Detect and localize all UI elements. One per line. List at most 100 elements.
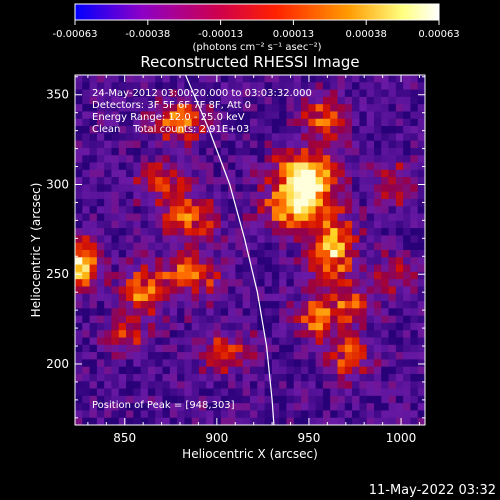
heatmap-cell bbox=[322, 220, 331, 229]
heatmap-cell bbox=[220, 228, 229, 236]
heatmap-cell bbox=[308, 220, 317, 229]
heatmap-cell bbox=[359, 126, 368, 134]
heatmap-cell bbox=[330, 403, 338, 411]
heatmap-cell bbox=[366, 417, 375, 425]
heatmap-cell bbox=[366, 184, 375, 193]
heatmap-cell bbox=[301, 366, 309, 375]
heatmap-cell bbox=[417, 388, 425, 397]
heatmap-cell bbox=[169, 417, 178, 425]
heatmap-cell bbox=[191, 366, 200, 375]
heatmap-cell bbox=[169, 279, 178, 287]
heatmap-cell bbox=[126, 264, 134, 273]
heatmap-cell bbox=[330, 279, 338, 287]
heatmap-cell bbox=[235, 315, 244, 324]
heatmap-cell bbox=[250, 104, 258, 112]
heatmap-cell bbox=[395, 250, 404, 258]
heatmap-cell bbox=[111, 177, 120, 185]
heatmap-cell bbox=[322, 155, 331, 163]
heatmap-cell bbox=[417, 344, 425, 353]
heatmap-cell bbox=[301, 293, 309, 302]
heatmap-cell bbox=[308, 417, 317, 425]
heatmap-cell bbox=[271, 177, 280, 185]
heatmap-cell bbox=[206, 191, 214, 200]
heatmap-cell bbox=[235, 191, 244, 200]
heatmap-cell bbox=[250, 359, 258, 368]
heatmap-cell bbox=[75, 162, 83, 171]
heatmap-cell bbox=[366, 308, 375, 317]
heatmap-cell bbox=[75, 118, 83, 127]
heatmap-cell bbox=[352, 366, 360, 375]
heatmap-cell bbox=[257, 403, 265, 411]
heatmap-cell bbox=[286, 264, 295, 273]
heatmap-cell bbox=[293, 96, 302, 105]
heatmap-cell bbox=[82, 147, 90, 156]
heatmap-cell bbox=[140, 359, 149, 368]
heatmap-cell bbox=[366, 118, 375, 127]
heatmap-cell bbox=[344, 381, 353, 389]
heatmap-cell bbox=[250, 330, 258, 338]
heatmap-cell bbox=[198, 337, 207, 346]
heatmap-cell bbox=[147, 403, 156, 411]
heatmap-cell bbox=[89, 206, 98, 214]
heatmap-cell bbox=[96, 337, 105, 346]
heatmap-cell bbox=[235, 206, 244, 214]
heatmap-cell bbox=[373, 242, 382, 251]
heatmap-cell bbox=[373, 198, 382, 207]
heatmap-cell bbox=[359, 344, 368, 353]
heatmap-cell bbox=[133, 410, 142, 419]
heatmap-cell bbox=[169, 133, 178, 142]
heatmap-cell bbox=[322, 330, 331, 338]
heatmap-cell bbox=[228, 366, 236, 375]
heatmap-cell bbox=[337, 111, 346, 120]
heatmap-cell bbox=[293, 177, 302, 185]
heatmap-cell bbox=[403, 403, 411, 411]
heatmap-cell bbox=[213, 104, 222, 112]
heatmap-cell bbox=[206, 242, 214, 251]
heatmap-cell bbox=[381, 410, 389, 419]
heatmap-cell bbox=[264, 344, 273, 353]
heatmap-cell bbox=[403, 140, 411, 149]
heatmap-cell bbox=[184, 118, 193, 127]
heatmap-cell bbox=[279, 198, 287, 207]
heatmap-cell bbox=[140, 301, 149, 309]
heatmap-cell bbox=[381, 315, 389, 324]
heatmap-cell bbox=[220, 89, 229, 98]
heatmap-cell bbox=[395, 155, 404, 163]
heatmap-cell bbox=[293, 279, 302, 287]
heatmap-cell bbox=[403, 89, 411, 98]
heatmap-cell bbox=[373, 111, 382, 120]
heatmap-cell bbox=[264, 337, 273, 346]
heatmap-cell bbox=[403, 286, 411, 295]
heatmap-cell bbox=[198, 242, 207, 251]
heatmap-cell bbox=[126, 373, 134, 382]
heatmap-cell bbox=[213, 373, 222, 382]
heatmap-cell bbox=[344, 242, 353, 251]
heatmap-cell bbox=[96, 155, 105, 163]
heatmap-cell bbox=[352, 242, 360, 251]
heatmap-cell bbox=[96, 75, 105, 83]
heatmap-cell bbox=[118, 206, 127, 214]
heatmap-cell bbox=[330, 250, 338, 258]
heatmap-cell bbox=[344, 330, 353, 338]
heatmap-cell bbox=[96, 184, 105, 193]
heatmap-cell bbox=[191, 96, 200, 105]
heatmap-cell bbox=[301, 301, 309, 309]
heatmap-cell bbox=[133, 228, 142, 236]
heatmap-cell bbox=[118, 279, 127, 287]
heatmap-cell bbox=[286, 315, 295, 324]
heatmap-cell bbox=[279, 322, 287, 331]
heatmap-cell bbox=[271, 250, 280, 258]
heatmap-cell bbox=[337, 322, 346, 331]
heatmap-cell bbox=[330, 322, 338, 331]
heatmap-cell bbox=[271, 410, 280, 419]
heatmap-cell bbox=[184, 89, 193, 98]
heatmap-cell bbox=[118, 373, 127, 382]
heatmap-cell bbox=[301, 344, 309, 353]
heatmap-cell bbox=[147, 206, 156, 214]
heatmap-cell bbox=[315, 177, 324, 185]
heatmap-cell bbox=[242, 337, 251, 346]
heatmap-cell bbox=[410, 257, 419, 265]
heatmap-cell bbox=[403, 293, 411, 302]
heatmap-cell bbox=[242, 388, 251, 397]
